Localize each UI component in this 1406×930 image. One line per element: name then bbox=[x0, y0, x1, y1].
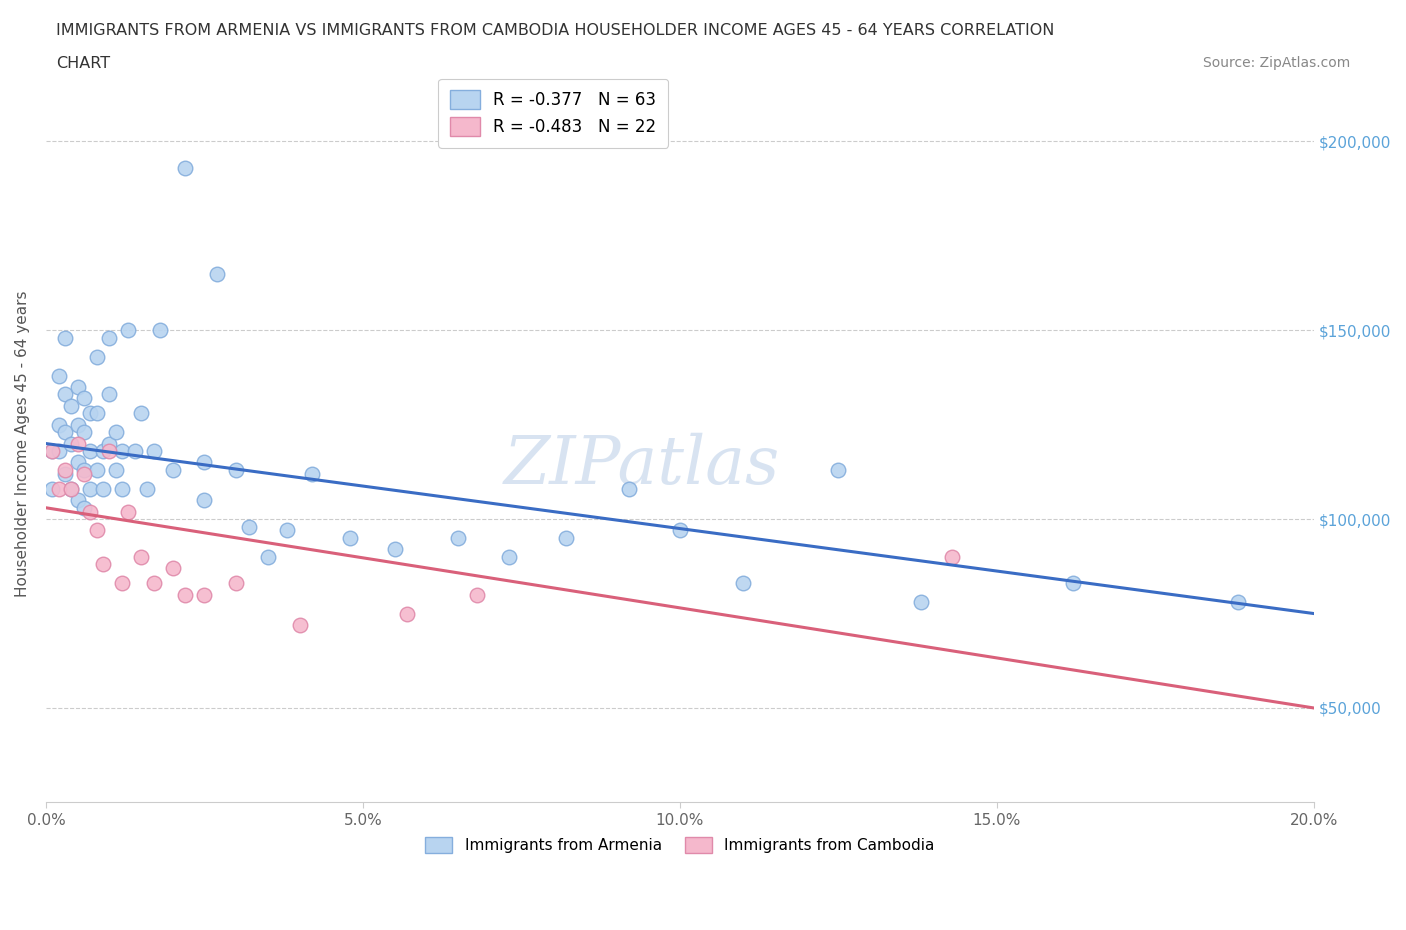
Point bbox=[48, 368, 70, 383]
Point bbox=[79, 504, 101, 519]
Point bbox=[53, 330, 76, 345]
Point bbox=[205, 266, 228, 281]
Point bbox=[910, 595, 932, 610]
Point bbox=[60, 482, 83, 497]
Point bbox=[142, 576, 165, 591]
Point bbox=[1062, 576, 1084, 591]
Point bbox=[339, 530, 361, 545]
Point bbox=[142, 444, 165, 458]
Point bbox=[669, 523, 692, 538]
Point bbox=[60, 398, 83, 413]
Point bbox=[48, 444, 70, 458]
Point bbox=[41, 444, 63, 458]
Text: IMMIGRANTS FROM ARMENIA VS IMMIGRANTS FROM CAMBODIA HOUSEHOLDER INCOME AGES 45 -: IMMIGRANTS FROM ARMENIA VS IMMIGRANTS FR… bbox=[56, 23, 1054, 38]
Point bbox=[162, 462, 184, 477]
Point bbox=[124, 444, 146, 458]
Point bbox=[53, 462, 76, 477]
Point bbox=[98, 330, 121, 345]
Point bbox=[941, 550, 963, 565]
Point bbox=[73, 462, 96, 477]
Point bbox=[117, 323, 139, 338]
Point bbox=[48, 418, 70, 432]
Point bbox=[48, 482, 70, 497]
Y-axis label: Householder Income Ages 45 - 64 years: Householder Income Ages 45 - 64 years bbox=[15, 290, 30, 597]
Point bbox=[136, 482, 159, 497]
Point bbox=[66, 379, 89, 394]
Point bbox=[149, 323, 172, 338]
Point bbox=[238, 519, 260, 534]
Point bbox=[79, 444, 101, 458]
Point bbox=[91, 482, 114, 497]
Point bbox=[66, 418, 89, 432]
Point bbox=[162, 561, 184, 576]
Point bbox=[617, 482, 640, 497]
Point bbox=[41, 482, 63, 497]
Point bbox=[111, 576, 134, 591]
Point bbox=[98, 387, 121, 402]
Point bbox=[465, 587, 488, 602]
Point bbox=[79, 405, 101, 420]
Text: Source: ZipAtlas.com: Source: ZipAtlas.com bbox=[1202, 56, 1350, 70]
Point bbox=[91, 444, 114, 458]
Point bbox=[66, 436, 89, 451]
Point bbox=[111, 482, 134, 497]
Point bbox=[733, 576, 755, 591]
Point bbox=[60, 436, 83, 451]
Point bbox=[79, 482, 101, 497]
Point bbox=[276, 523, 298, 538]
Point bbox=[129, 550, 152, 565]
Point bbox=[60, 482, 83, 497]
Point bbox=[98, 444, 121, 458]
Point bbox=[104, 425, 127, 440]
Point bbox=[53, 466, 76, 481]
Point bbox=[193, 493, 215, 508]
Point bbox=[384, 542, 406, 557]
Point bbox=[41, 444, 63, 458]
Point bbox=[174, 587, 197, 602]
Point bbox=[256, 550, 278, 565]
Legend: Immigrants from Armenia, Immigrants from Cambodia: Immigrants from Armenia, Immigrants from… bbox=[419, 830, 941, 859]
Point bbox=[91, 557, 114, 572]
Text: CHART: CHART bbox=[56, 56, 110, 71]
Point bbox=[193, 455, 215, 470]
Point bbox=[73, 500, 96, 515]
Point bbox=[129, 405, 152, 420]
Point bbox=[117, 504, 139, 519]
Point bbox=[301, 466, 323, 481]
Point bbox=[73, 466, 96, 481]
Point bbox=[827, 462, 849, 477]
Point bbox=[554, 530, 576, 545]
Point bbox=[225, 462, 247, 477]
Point bbox=[1226, 595, 1249, 610]
Point bbox=[86, 405, 108, 420]
Point bbox=[86, 523, 108, 538]
Point bbox=[66, 493, 89, 508]
Point bbox=[86, 350, 108, 365]
Point bbox=[86, 462, 108, 477]
Point bbox=[66, 455, 89, 470]
Point bbox=[73, 425, 96, 440]
Point bbox=[174, 160, 197, 175]
Point bbox=[53, 387, 76, 402]
Point bbox=[73, 391, 96, 405]
Point bbox=[53, 425, 76, 440]
Point bbox=[193, 587, 215, 602]
Point bbox=[288, 618, 311, 632]
Point bbox=[111, 444, 134, 458]
Point bbox=[104, 462, 127, 477]
Text: ZIPatlas: ZIPatlas bbox=[503, 432, 780, 498]
Point bbox=[98, 436, 121, 451]
Point bbox=[498, 550, 520, 565]
Point bbox=[225, 576, 247, 591]
Point bbox=[447, 530, 470, 545]
Point bbox=[396, 606, 419, 621]
